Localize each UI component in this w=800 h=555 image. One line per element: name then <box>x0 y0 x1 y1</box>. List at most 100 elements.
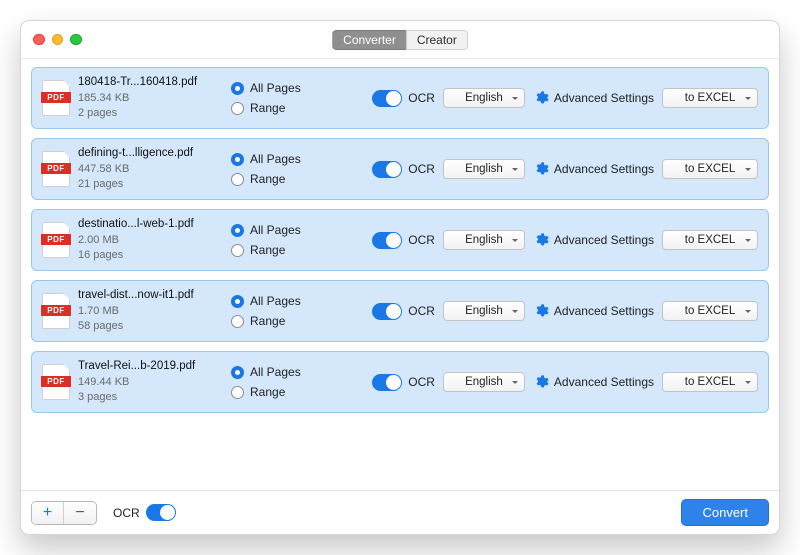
ocr-label: OCR <box>408 91 435 105</box>
format-value: to EXCEL <box>685 305 736 317</box>
radio-label: Range <box>250 314 285 328</box>
switch-icon[interactable] <box>372 161 402 178</box>
switch-icon[interactable] <box>372 374 402 391</box>
radio-all-pages[interactable]: All Pages <box>231 223 336 237</box>
format-value: to EXCEL <box>685 92 736 104</box>
radio-label: Range <box>250 243 285 257</box>
bottom-bar: + − OCR Convert <box>21 490 779 534</box>
ocr-label: OCR <box>408 162 435 176</box>
advanced-settings-button[interactable]: Advanced Settings <box>533 374 654 390</box>
file-pages: 16 pages <box>78 248 223 263</box>
language-select[interactable]: English <box>443 88 525 108</box>
format-select[interactable]: to EXCEL <box>662 301 758 321</box>
pdf-badge: PDF <box>41 234 71 245</box>
radio-all-pages[interactable]: All Pages <box>231 81 336 95</box>
advanced-label: Advanced Settings <box>554 91 654 105</box>
language-select[interactable]: English <box>443 301 525 321</box>
file-row[interactable]: PDF defining-t...lligence.pdf 447.58 KB … <box>31 138 769 200</box>
file-size: 149.44 KB <box>78 375 223 390</box>
format-select[interactable]: to EXCEL <box>662 88 758 108</box>
file-row[interactable]: PDF 180418-Tr...160418.pdf 185.34 KB 2 p… <box>31 67 769 129</box>
radio-icon <box>231 366 244 379</box>
language-value: English <box>465 305 503 317</box>
titlebar: Converter Creator <box>21 21 779 59</box>
pdf-badge: PDF <box>41 305 71 316</box>
radio-range[interactable]: Range <box>231 385 336 399</box>
pdf-file-icon: PDF <box>42 80 70 116</box>
file-name: Travel-Rei...b-2019.pdf <box>78 359 223 375</box>
radio-icon <box>231 153 244 166</box>
file-size: 1.70 MB <box>78 304 223 319</box>
pdf-badge: PDF <box>41 376 71 387</box>
radio-label: All Pages <box>250 365 301 379</box>
tab-creator[interactable]: Creator <box>406 30 468 50</box>
language-value: English <box>465 234 503 246</box>
file-pages: 21 pages <box>78 177 223 192</box>
page-range-group: All Pages Range <box>231 365 336 399</box>
advanced-settings-button[interactable]: Advanced Settings <box>533 232 654 248</box>
radio-all-pages[interactable]: All Pages <box>231 152 336 166</box>
switch-icon[interactable] <box>372 303 402 320</box>
language-select[interactable]: English <box>443 159 525 179</box>
radio-icon <box>231 102 244 115</box>
radio-label: All Pages <box>250 223 301 237</box>
file-size: 2.00 MB <box>78 233 223 248</box>
advanced-label: Advanced Settings <box>554 233 654 247</box>
radio-label: Range <box>250 172 285 186</box>
file-info: destinatio...l-web-1.pdf 2.00 MB 16 page… <box>78 217 223 262</box>
advanced-settings-button[interactable]: Advanced Settings <box>533 161 654 177</box>
window-controls <box>33 34 82 46</box>
add-file-button[interactable]: + <box>32 502 64 524</box>
close-icon[interactable] <box>33 34 45 46</box>
file-name: defining-t...lligence.pdf <box>78 146 223 162</box>
row-ocr-toggle[interactable]: OCR <box>372 161 435 178</box>
language-select[interactable]: English <box>443 372 525 392</box>
row-ocr-toggle[interactable]: OCR <box>372 90 435 107</box>
language-select[interactable]: English <box>443 230 525 250</box>
file-info: 180418-Tr...160418.pdf 185.34 KB 2 pages <box>78 75 223 120</box>
format-select[interactable]: to EXCEL <box>662 230 758 250</box>
file-pages: 2 pages <box>78 106 223 121</box>
gear-icon <box>533 303 549 319</box>
format-value: to EXCEL <box>685 234 736 246</box>
radio-range[interactable]: Range <box>231 101 336 115</box>
remove-file-button[interactable]: − <box>64 502 96 524</box>
advanced-label: Advanced Settings <box>554 162 654 176</box>
file-row[interactable]: PDF destinatio...l-web-1.pdf 2.00 MB 16 … <box>31 209 769 271</box>
radio-all-pages[interactable]: All Pages <box>231 365 336 379</box>
format-select[interactable]: to EXCEL <box>662 159 758 179</box>
global-ocr-toggle[interactable]: OCR <box>113 504 176 521</box>
radio-range[interactable]: Range <box>231 314 336 328</box>
file-name: destinatio...l-web-1.pdf <box>78 217 223 233</box>
file-info: defining-t...lligence.pdf 447.58 KB 21 p… <box>78 146 223 191</box>
radio-icon <box>231 244 244 257</box>
page-range-group: All Pages Range <box>231 81 336 115</box>
tab-converter[interactable]: Converter <box>332 30 406 50</box>
minimize-icon[interactable] <box>52 34 64 46</box>
radio-label: Range <box>250 385 285 399</box>
file-row[interactable]: PDF travel-dist...now-it1.pdf 1.70 MB 58… <box>31 280 769 342</box>
row-ocr-toggle[interactable]: OCR <box>372 303 435 320</box>
row-ocr-toggle[interactable]: OCR <box>372 374 435 391</box>
file-pages: 3 pages <box>78 390 223 405</box>
radio-range[interactable]: Range <box>231 172 336 186</box>
switch-icon[interactable] <box>372 232 402 249</box>
radio-icon <box>231 315 244 328</box>
radio-range[interactable]: Range <box>231 243 336 257</box>
convert-button[interactable]: Convert <box>681 499 769 526</box>
row-ocr-toggle[interactable]: OCR <box>372 232 435 249</box>
language-value: English <box>465 376 503 388</box>
advanced-settings-button[interactable]: Advanced Settings <box>533 90 654 106</box>
language-value: English <box>465 92 503 104</box>
radio-all-pages[interactable]: All Pages <box>231 294 336 308</box>
page-range-group: All Pages Range <box>231 152 336 186</box>
zoom-icon[interactable] <box>70 34 82 46</box>
page-range-group: All Pages Range <box>231 294 336 328</box>
switch-icon[interactable] <box>372 90 402 107</box>
advanced-settings-button[interactable]: Advanced Settings <box>533 303 654 319</box>
format-select[interactable]: to EXCEL <box>662 372 758 392</box>
radio-icon <box>231 82 244 95</box>
file-row[interactable]: PDF Travel-Rei...b-2019.pdf 149.44 KB 3 … <box>31 351 769 413</box>
switch-icon[interactable] <box>146 504 176 521</box>
ocr-label: OCR <box>408 375 435 389</box>
